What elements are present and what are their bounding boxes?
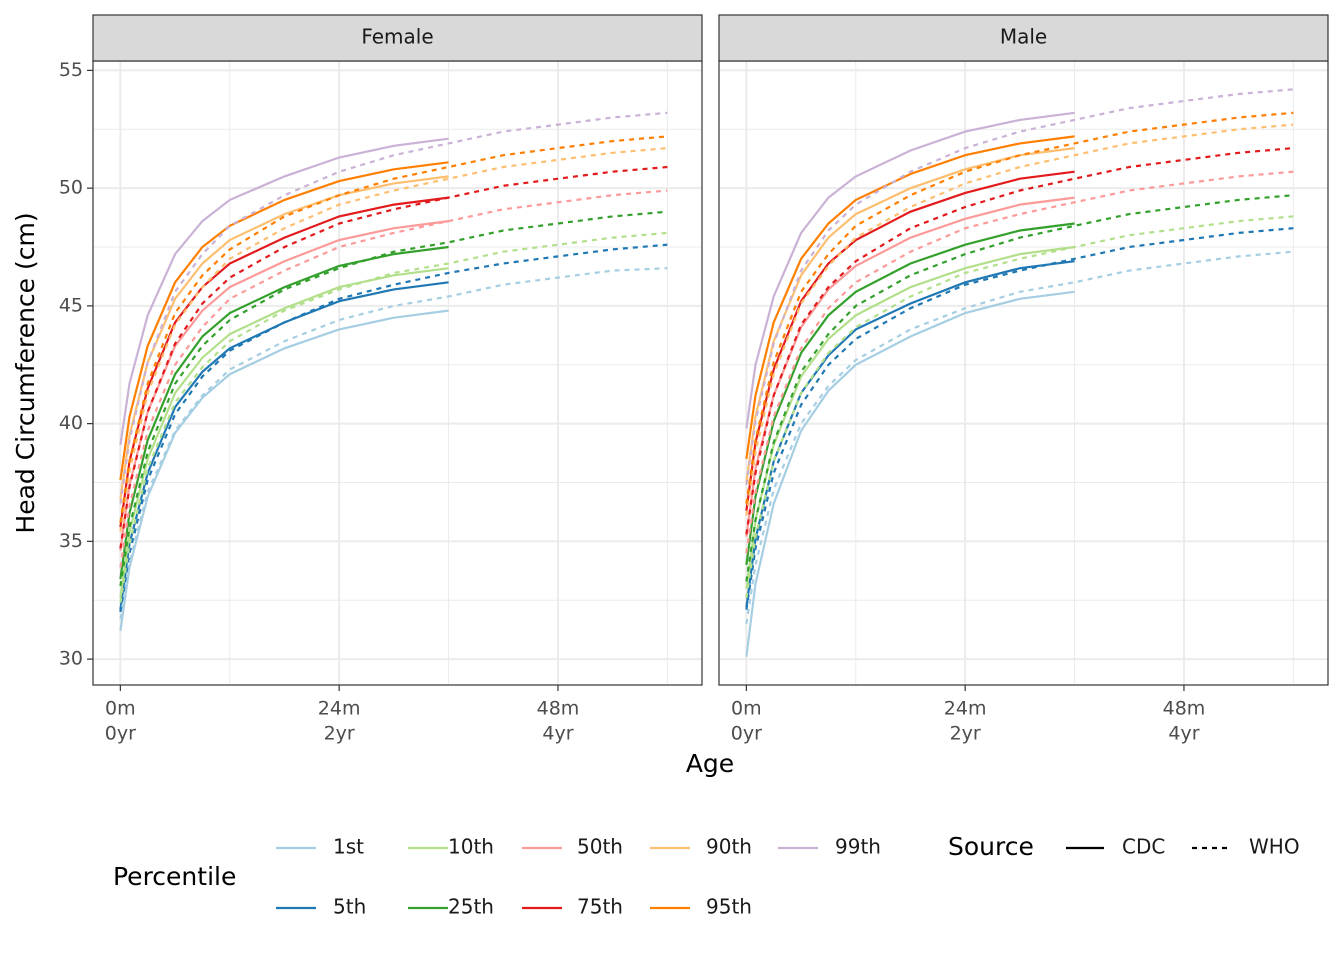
x-tick-label: 48m — [537, 698, 580, 720]
percentile-line — [745, 147, 1075, 483]
x-tick-label: 4yr — [1168, 723, 1199, 745]
x-tick-label: 2yr — [950, 723, 981, 745]
x-tick-label: 0yr — [731, 723, 762, 745]
percentile-line — [745, 88, 1294, 485]
y-tick-label: 40 — [59, 412, 83, 434]
percentile-line — [119, 175, 449, 500]
strip — [718, 14, 1329, 62]
strip-title: Male — [1000, 25, 1047, 49]
percentile-line — [119, 111, 668, 504]
legend-label: 5th — [333, 895, 366, 919]
y-tick-label: 45 — [59, 294, 83, 316]
x-tick-label: 0m — [105, 698, 136, 720]
legend-label: 75th — [577, 895, 623, 919]
percentile-line — [745, 135, 1075, 460]
strip-title: Female — [361, 25, 433, 49]
legend-label: WHO — [1249, 835, 1300, 859]
x-tick-label: 4yr — [542, 723, 573, 745]
panel-background — [719, 61, 1328, 685]
legend-label: CDC — [1122, 835, 1165, 859]
percentile-line — [745, 227, 1294, 610]
panel-background — [93, 61, 702, 685]
percentile-line — [745, 194, 1294, 582]
y-tick-label: 50 — [59, 177, 83, 199]
legend-title: Source — [948, 832, 1034, 861]
percentile-line — [119, 135, 668, 523]
percentile-line — [119, 165, 668, 549]
percentile-line — [119, 309, 449, 631]
y-tick-label: 35 — [59, 530, 83, 552]
y-axis-title: Head Circumference (cm) — [11, 212, 40, 533]
y-tick-label: 30 — [59, 648, 83, 670]
percentile-line — [119, 210, 668, 587]
percentile-line — [119, 243, 668, 613]
percentile-line — [745, 215, 1294, 599]
percentile-line — [745, 222, 1075, 566]
percentile-line — [119, 231, 668, 603]
percentile-line — [745, 123, 1294, 516]
legend-label: 25th — [448, 895, 494, 919]
x-tick-label: 48m — [1163, 698, 1206, 720]
legend-label: 95th — [706, 895, 752, 919]
x-axis-title: Age — [686, 749, 734, 778]
percentile-line — [119, 161, 449, 481]
legend-label: 99th — [835, 835, 881, 859]
x-tick-label: 0yr — [105, 723, 136, 745]
percentile-line — [745, 290, 1075, 657]
legend-label: 50th — [577, 835, 623, 859]
percentile-line — [119, 196, 449, 528]
percentile-line — [119, 267, 668, 620]
legend-label: 10th — [448, 835, 494, 859]
percentile-line — [745, 170, 1075, 511]
percentile-line — [745, 170, 1294, 554]
percentile-line — [119, 137, 449, 445]
percentile-line — [745, 147, 1294, 535]
percentile-line — [745, 111, 1075, 429]
percentile-line — [119, 281, 449, 610]
x-tick-label: 2yr — [324, 723, 355, 745]
percentile-line — [119, 147, 668, 533]
percentile-line — [745, 260, 1075, 608]
legend-title: Percentile — [113, 862, 236, 891]
x-tick-label: 24m — [318, 698, 361, 720]
percentile-line — [745, 111, 1294, 504]
legend-label: 1st — [333, 835, 364, 859]
x-tick-label: 24m — [944, 698, 987, 720]
legend-label: 90th — [706, 835, 752, 859]
y-tick-label: 55 — [59, 59, 83, 81]
percentile-line — [119, 189, 668, 568]
strip — [92, 14, 703, 62]
percentile-line — [745, 250, 1294, 624]
x-tick-label: 0m — [731, 698, 762, 720]
